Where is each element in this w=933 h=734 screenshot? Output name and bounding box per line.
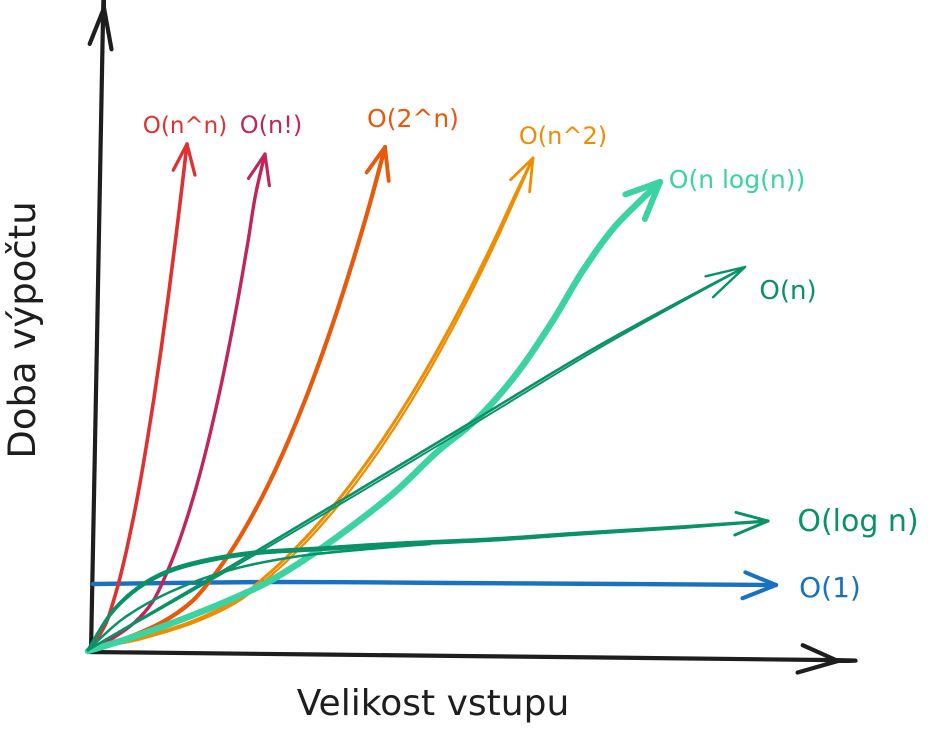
curve-label-o-n-n: O(n^n)	[143, 113, 227, 139]
curve-o-n-n	[86, 142, 189, 652]
curve-o-n-arrowhead-icon	[704, 265, 747, 299]
x-axis-label: Velikost vstupu	[297, 683, 570, 724]
curve-o-log-n	[86, 519, 770, 652]
curve-o-1-arrowhead-icon	[740, 570, 779, 601]
curve-o-n-2-arrowhead-icon	[509, 156, 535, 194]
curve-o-2-n	[85, 144, 388, 653]
curve-o-n-2	[86, 156, 535, 652]
curve-o-2-n-arrowhead-icon	[364, 145, 391, 183]
y-axis-line	[88, 0, 107, 654]
x-axis-arrowhead-icon	[795, 643, 841, 675]
y-axis-arrowhead-icon	[87, 5, 114, 52]
y-axis-label: Doba výpočtu	[1, 201, 44, 458]
curve-label-o-1: O(1)	[799, 571, 861, 604]
curve-label-o-n-log-n: O(n log(n))	[669, 165, 805, 194]
x-axis-line	[86, 649, 858, 664]
curve-label-o-n-2: O(n^2)	[519, 122, 607, 150]
curve-label-o-n: O(n!)	[240, 111, 302, 139]
curve-o-n-second-stroke	[87, 266, 746, 651]
curve-label-o-2-n: O(2^n)	[367, 104, 459, 133]
curve-label-o-n: O(n)	[759, 276, 816, 306]
curve-o-log-n-arrowhead-icon	[733, 510, 770, 537]
curve-o-log-n-extra-stroke-0	[86, 542, 432, 652]
curve-o-n	[86, 265, 747, 652]
curve-o-n-log-n-arrowhead-icon	[622, 179, 663, 222]
curve-label-o-log-n: O(log n)	[797, 504, 918, 539]
curve-o-n-n-arrowhead-icon	[171, 142, 197, 177]
curve-o-n-log-n	[84, 178, 664, 655]
curve-o-n-arrowhead-icon	[246, 152, 271, 188]
curve-o-n	[86, 152, 267, 652]
